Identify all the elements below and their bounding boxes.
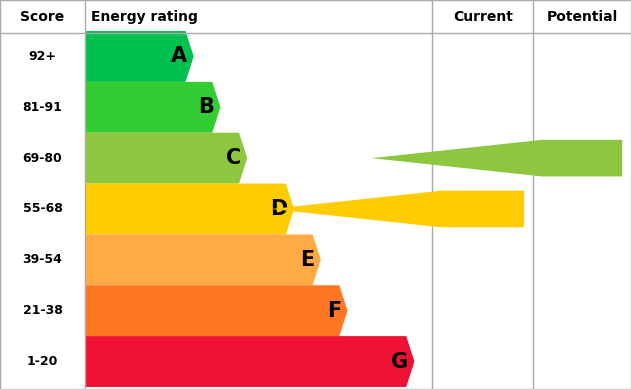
Text: Energy rating: Energy rating	[91, 9, 198, 23]
Text: 21-38: 21-38	[23, 304, 62, 317]
Polygon shape	[271, 191, 524, 227]
Polygon shape	[372, 140, 622, 177]
Text: 76  C: 76 C	[545, 151, 585, 165]
Text: B: B	[198, 97, 214, 117]
Text: 92+: 92+	[28, 50, 57, 63]
Text: G: G	[391, 352, 408, 371]
Polygon shape	[85, 133, 247, 184]
Polygon shape	[85, 235, 321, 285]
Polygon shape	[85, 184, 294, 235]
Text: 39-54: 39-54	[23, 253, 62, 266]
Polygon shape	[85, 31, 194, 82]
Text: 81-91: 81-91	[23, 101, 62, 114]
Text: 69-80: 69-80	[23, 152, 62, 165]
Text: C: C	[226, 148, 241, 168]
Polygon shape	[85, 336, 415, 387]
Text: E: E	[300, 250, 314, 270]
Text: Score: Score	[20, 9, 65, 23]
Text: Potential: Potential	[546, 9, 618, 23]
Text: 55-68: 55-68	[23, 203, 62, 216]
Text: 1-20: 1-20	[27, 355, 58, 368]
Text: D: D	[271, 199, 288, 219]
Polygon shape	[85, 82, 220, 133]
Polygon shape	[85, 285, 348, 336]
Text: 64  D: 64 D	[445, 202, 486, 216]
Text: F: F	[327, 301, 341, 321]
Text: Current: Current	[453, 9, 512, 23]
Text: A: A	[171, 46, 187, 67]
